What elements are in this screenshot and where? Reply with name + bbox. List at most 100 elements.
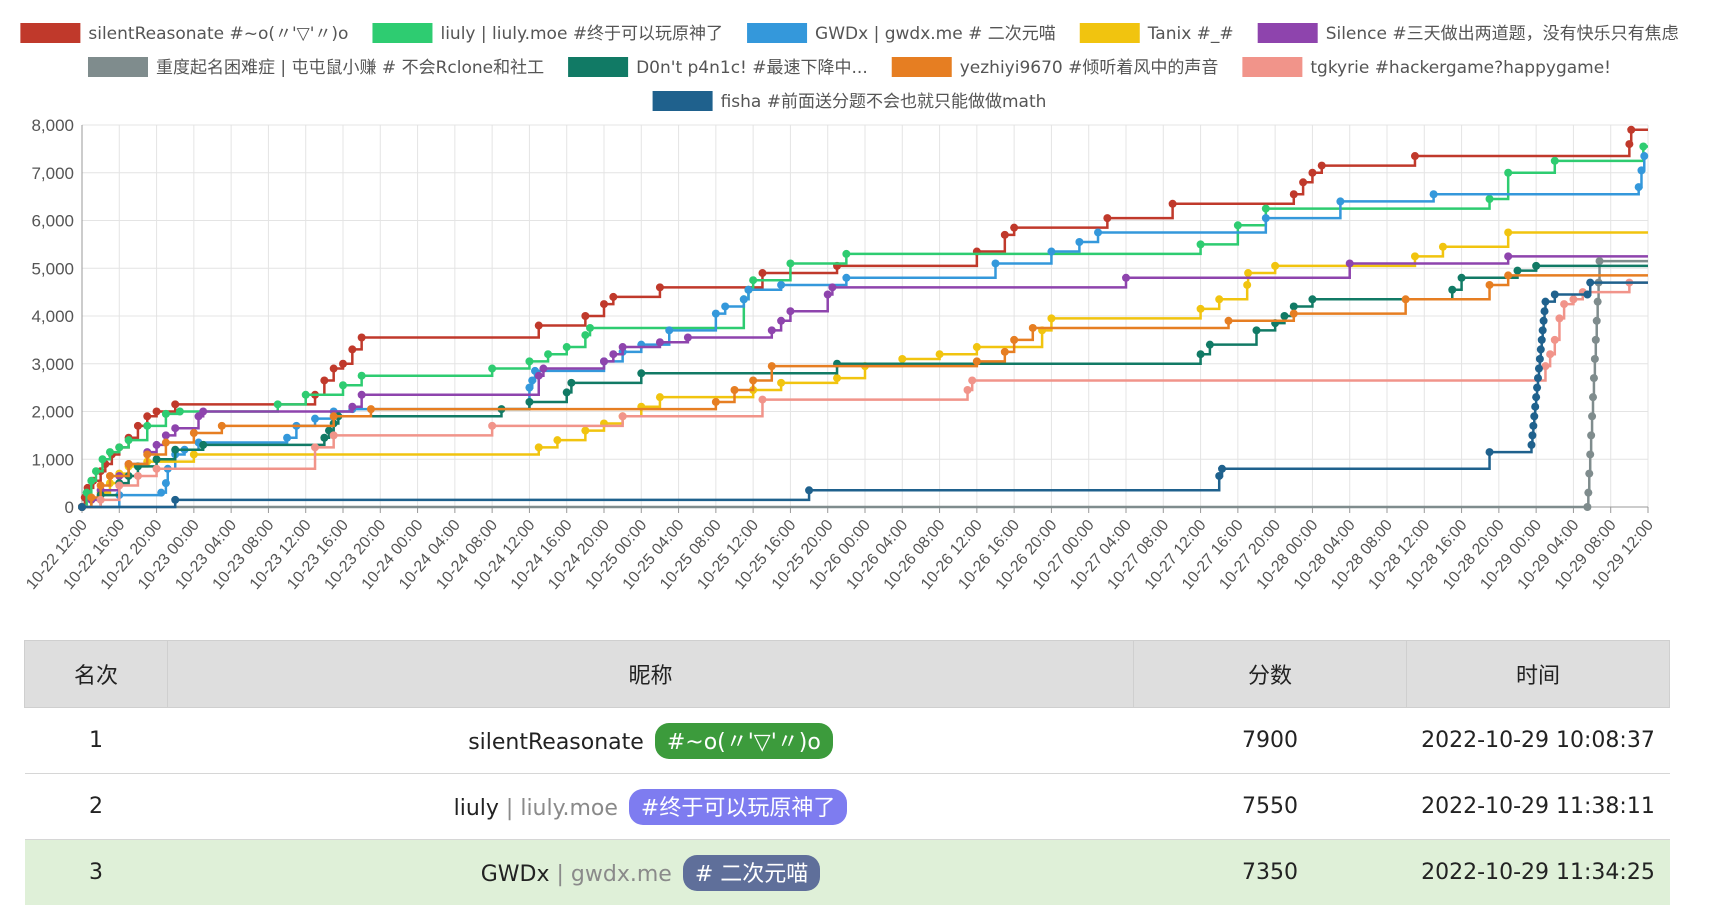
y-tick-label: 3,000 bbox=[31, 355, 74, 374]
series-point-1 bbox=[1197, 240, 1205, 248]
series-point-9 bbox=[1528, 431, 1536, 439]
series-point-8 bbox=[330, 431, 338, 439]
table-row: 1 silentReasonate #~o(〃'▽'〃)o 7900 2022-… bbox=[25, 708, 1670, 774]
rank-cell: 1 bbox=[25, 708, 168, 774]
series-point-7 bbox=[973, 357, 981, 365]
legend-label: GWDx | gwdx.me # 二次元喵 bbox=[815, 24, 1056, 44]
series-point-5 bbox=[1593, 317, 1601, 325]
series-point-5 bbox=[1584, 489, 1592, 497]
nickname-cell: liuly | liuly.moe #终于可以玩原神了 bbox=[168, 774, 1134, 840]
series-point-0 bbox=[1627, 126, 1635, 134]
series-point-5 bbox=[1589, 393, 1597, 401]
series-point-3 bbox=[1411, 252, 1419, 260]
series-point-1 bbox=[162, 410, 170, 418]
series-point-2 bbox=[1075, 238, 1083, 246]
legend-swatch bbox=[568, 57, 628, 77]
series-point-3 bbox=[1504, 228, 1512, 236]
series-point-3 bbox=[1271, 262, 1279, 270]
series-point-9 bbox=[1551, 291, 1559, 299]
series-point-7 bbox=[731, 386, 739, 394]
series-point-0 bbox=[656, 283, 664, 291]
series-point-7 bbox=[1486, 281, 1494, 289]
series-point-6 bbox=[171, 446, 179, 454]
player-site: | liuly.moe bbox=[499, 796, 618, 821]
series-point-1 bbox=[544, 350, 552, 358]
legend-label: Tanix #_# bbox=[1147, 24, 1234, 44]
series-point-7 bbox=[1001, 348, 1009, 356]
series-point-3 bbox=[656, 393, 664, 401]
series-point-2 bbox=[712, 310, 720, 318]
player-tag: # 二次元喵 bbox=[683, 855, 820, 891]
score-cell: 7900 bbox=[1134, 708, 1407, 774]
legend-swatch bbox=[372, 23, 432, 43]
series-point-8 bbox=[968, 376, 976, 384]
series-point-7 bbox=[125, 460, 133, 468]
series-point-1 bbox=[358, 372, 366, 380]
series-point-0 bbox=[1411, 152, 1419, 160]
series-point-0 bbox=[320, 376, 328, 384]
series-point-0 bbox=[600, 300, 608, 308]
series-point-1 bbox=[125, 436, 133, 444]
series-point-1 bbox=[1504, 169, 1512, 177]
series-point-2 bbox=[1047, 248, 1055, 256]
series-point-4 bbox=[199, 408, 207, 416]
series-point-6 bbox=[1206, 341, 1214, 349]
series-point-2 bbox=[311, 415, 319, 423]
series-point-3 bbox=[898, 355, 906, 363]
series-point-6 bbox=[1280, 312, 1288, 320]
legend-swatch bbox=[892, 57, 952, 77]
series-point-4 bbox=[535, 372, 543, 380]
series-point-0 bbox=[153, 408, 161, 416]
series-point-0 bbox=[339, 360, 347, 368]
series-point-3 bbox=[1197, 305, 1205, 313]
series-point-3 bbox=[1243, 281, 1251, 289]
header-rank: 名次 bbox=[25, 641, 168, 708]
legend-swatch bbox=[1258, 23, 1318, 43]
series-point-0 bbox=[1103, 214, 1111, 222]
series-point-1 bbox=[339, 381, 347, 389]
series-point-7 bbox=[1010, 336, 1018, 344]
series-point-2 bbox=[528, 376, 536, 384]
series-point-8 bbox=[619, 412, 627, 420]
series-point-0 bbox=[609, 293, 617, 301]
series-point-2 bbox=[721, 302, 729, 310]
series-point-9 bbox=[1541, 298, 1549, 306]
series-point-2 bbox=[1336, 197, 1344, 205]
series-point-3 bbox=[1215, 295, 1223, 303]
series-point-8 bbox=[1546, 350, 1554, 358]
player-tag: #~o(〃'▽'〃)o bbox=[655, 723, 833, 759]
series-point-2 bbox=[1640, 152, 1648, 160]
series-point-4 bbox=[619, 343, 627, 351]
series-point-6 bbox=[525, 398, 533, 406]
player-site: | gwdx.me bbox=[550, 862, 672, 887]
series-point-4 bbox=[609, 350, 617, 358]
series-point-3 bbox=[581, 427, 589, 435]
series-point-0 bbox=[1169, 200, 1177, 208]
series-point-8 bbox=[1555, 314, 1563, 322]
legend-swatch bbox=[653, 91, 713, 111]
series-point-0 bbox=[358, 333, 366, 341]
legend-label: tgkyrie #hackergame?happygame! bbox=[1310, 58, 1611, 78]
series-point-1 bbox=[525, 357, 533, 365]
series-point-6 bbox=[199, 441, 207, 449]
y-tick-label: 7,000 bbox=[31, 164, 74, 183]
series-point-0 bbox=[1001, 231, 1009, 239]
series-point-1 bbox=[1486, 195, 1494, 203]
series-point-9 bbox=[1535, 365, 1543, 373]
series-point-1 bbox=[1262, 205, 1270, 213]
series-point-5 bbox=[1596, 257, 1604, 265]
series-point-6 bbox=[1308, 295, 1316, 303]
series-point-7 bbox=[218, 422, 226, 430]
series-point-9 bbox=[1215, 472, 1223, 480]
series-point-1 bbox=[274, 400, 282, 408]
legend-label: 重度起名困难症 | 屯屯鼠小赚 # 不会Rclone和社工 bbox=[156, 58, 544, 78]
series-point-8 bbox=[964, 386, 972, 394]
legend-label: silentReasonate #~o(〃'▽'〃)o bbox=[88, 24, 348, 44]
series-point-2 bbox=[162, 479, 170, 487]
series-point-9 bbox=[1531, 403, 1539, 411]
series-point-9 bbox=[78, 503, 86, 511]
series-point-3 bbox=[936, 350, 944, 358]
series-point-7 bbox=[1402, 295, 1410, 303]
legend-swatch bbox=[1080, 23, 1140, 43]
series-point-1 bbox=[92, 467, 100, 475]
